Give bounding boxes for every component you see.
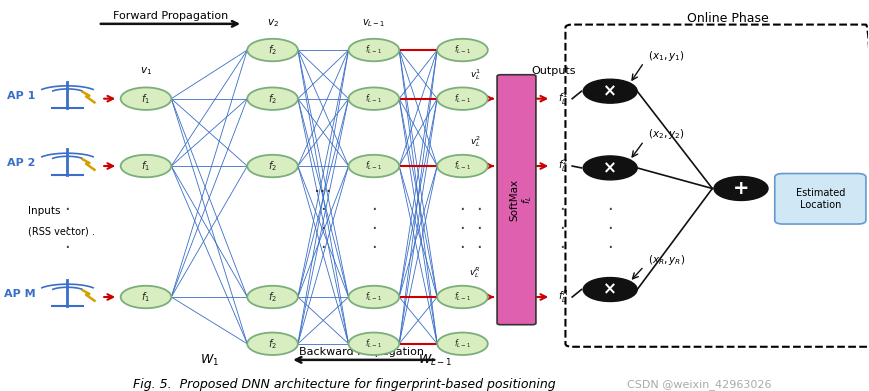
Text: .: .	[476, 234, 482, 252]
Circle shape	[437, 286, 488, 308]
Text: Outputs: Outputs	[531, 66, 576, 75]
Text: $(\hat{x}, \hat{y})$: $(\hat{x}, \hat{y})$	[817, 180, 846, 197]
Text: SoftMax: SoftMax	[509, 179, 519, 221]
Text: $f_{L-1}$: $f_{L-1}$	[365, 160, 382, 172]
Circle shape	[121, 88, 171, 110]
Text: Online Phase: Online Phase	[687, 12, 768, 25]
Text: $v_L^1$: $v_L^1$	[469, 67, 481, 82]
Text: $f_{L-1}$: $f_{L-1}$	[365, 92, 382, 105]
Text: (RSS vector) .: (RSS vector) .	[28, 226, 95, 237]
Circle shape	[437, 88, 488, 110]
Text: .: .	[371, 215, 377, 233]
Circle shape	[583, 79, 637, 103]
Text: $v_{L-1}$: $v_{L-1}$	[362, 18, 386, 29]
Text: $f_{L-1}$: $f_{L-1}$	[454, 291, 471, 303]
Circle shape	[248, 39, 298, 61]
Text: Fig. 5.  Proposed DNN architecture for fingerprint-based positioning: Fig. 5. Proposed DNN architecture for fi…	[133, 378, 555, 391]
Circle shape	[348, 155, 399, 177]
Text: $v_L^R$: $v_L^R$	[469, 265, 481, 280]
Circle shape	[348, 286, 399, 308]
Text: $f_1$: $f_1$	[142, 290, 150, 304]
Text: $v_1$: $v_1$	[140, 65, 152, 77]
Text: .: .	[321, 196, 326, 214]
Text: .: .	[559, 234, 565, 252]
Text: ×: ×	[603, 82, 617, 100]
Text: $f_2$: $f_2$	[268, 43, 277, 57]
Text: .: .	[607, 215, 613, 233]
Text: AP M: AP M	[3, 289, 36, 299]
Text: .: .	[559, 196, 565, 214]
Circle shape	[248, 155, 298, 177]
Text: $f_1$: $f_1$	[142, 159, 150, 173]
Text: $f_{L-1}$: $f_{L-1}$	[454, 160, 471, 172]
Text: .: .	[460, 215, 466, 233]
Text: $f_2$: $f_2$	[268, 92, 277, 106]
Text: .: .	[64, 234, 70, 252]
Text: .: .	[371, 234, 377, 252]
Text: $W_1$: $W_1$	[200, 353, 219, 368]
Text: .: .	[460, 234, 466, 252]
Text: $f_{L-1}$: $f_{L-1}$	[365, 44, 382, 56]
Text: $f_{L-1}$: $f_{L-1}$	[365, 337, 382, 350]
Text: .: .	[64, 196, 70, 214]
Text: .: .	[476, 215, 482, 233]
Text: $f_L^1$: $f_L^1$	[558, 90, 567, 107]
Text: .: .	[64, 215, 70, 233]
Circle shape	[437, 39, 488, 61]
Text: $f_L^R$: $f_L^R$	[558, 289, 568, 305]
Text: .: .	[607, 234, 613, 252]
Text: $f_2$: $f_2$	[268, 290, 277, 304]
Circle shape	[121, 286, 171, 308]
Text: .: .	[607, 196, 613, 214]
Text: +: +	[733, 179, 749, 198]
Circle shape	[348, 39, 399, 61]
Circle shape	[248, 88, 298, 110]
Text: .: .	[460, 196, 466, 214]
Text: $f_1$: $f_1$	[142, 92, 150, 106]
Text: $(x_R, y_R)$: $(x_R, y_R)$	[648, 253, 686, 267]
Text: $f_L$: $f_L$	[520, 196, 534, 204]
Circle shape	[248, 333, 298, 355]
Text: .: .	[559, 215, 565, 233]
Circle shape	[121, 155, 171, 177]
Text: ×: ×	[603, 280, 617, 298]
FancyBboxPatch shape	[497, 75, 536, 325]
Text: $(x_2, y_2)$: $(x_2, y_2)$	[648, 127, 685, 141]
Text: AP 2: AP 2	[7, 158, 36, 168]
Text: .: .	[321, 234, 326, 252]
FancyBboxPatch shape	[775, 174, 866, 224]
Text: Backward Propagation: Backward Propagation	[299, 347, 424, 357]
Text: .: .	[476, 196, 482, 214]
Text: $f_2$: $f_2$	[268, 159, 277, 173]
Circle shape	[248, 286, 298, 308]
Text: $f_{L-1}$: $f_{L-1}$	[454, 44, 471, 56]
Text: $f_{L-1}$: $f_{L-1}$	[365, 291, 382, 303]
Circle shape	[583, 156, 637, 180]
Circle shape	[348, 333, 399, 355]
Text: $W_{L-1}$: $W_{L-1}$	[418, 353, 453, 368]
Circle shape	[714, 176, 768, 201]
Text: $f_2$: $f_2$	[268, 337, 277, 351]
Text: AP 1: AP 1	[7, 91, 36, 101]
Text: CSDN @weixin_42963026: CSDN @weixin_42963026	[627, 380, 771, 390]
Text: Forward Propagation: Forward Propagation	[113, 11, 228, 21]
Text: .: .	[321, 215, 326, 233]
Circle shape	[583, 278, 637, 301]
Circle shape	[437, 333, 488, 355]
Text: $f_{L-1}$: $f_{L-1}$	[454, 337, 471, 350]
Text: ···: ···	[314, 183, 333, 202]
Text: $v_2$: $v_2$	[267, 18, 279, 29]
Text: ×: ×	[603, 159, 617, 177]
Text: Estimated
Location: Estimated Location	[796, 188, 845, 210]
Text: .: .	[371, 196, 377, 214]
Circle shape	[348, 88, 399, 110]
Text: $v_L^2$: $v_L^2$	[469, 134, 481, 149]
Text: $f_L^2$: $f_L^2$	[558, 158, 567, 174]
Text: $(x_1, y_1)$: $(x_1, y_1)$	[648, 48, 685, 63]
Text: Inputs: Inputs	[28, 206, 60, 216]
Text: $f_{L-1}$: $f_{L-1}$	[454, 92, 471, 105]
Circle shape	[437, 155, 488, 177]
